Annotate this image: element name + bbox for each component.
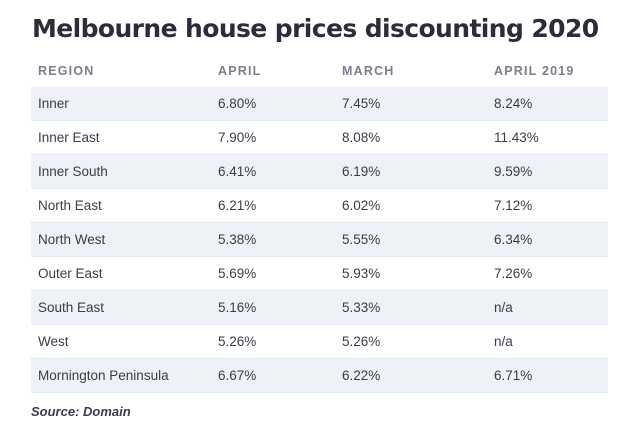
march-cell: 5.55% <box>342 222 494 257</box>
table-row: South East 5.16% 5.33% n/a <box>31 290 608 325</box>
april-2019-cell: 6.71% <box>494 358 608 393</box>
april-cell: 5.16% <box>218 290 342 325</box>
table-row: North West 5.38% 5.55% 6.34% <box>31 222 608 257</box>
april-cell: 5.38% <box>218 222 342 257</box>
table-row: North East 6.21% 6.02% 7.12% <box>31 188 608 223</box>
march-cell: 6.02% <box>342 188 494 223</box>
region-cell: Inner South <box>31 154 218 189</box>
table-row: Outer East 5.69% 5.93% 7.26% <box>31 256 608 291</box>
april-2019-cell: n/a <box>494 290 608 325</box>
table-header-row: REGION APRIL MARCH APRIL 2019 <box>31 55 608 87</box>
table-body: Inner 6.80% 7.45% 8.24% Inner East 7.90% 8.08%… <box>31 87 608 393</box>
march-cell: 6.22% <box>342 358 494 393</box>
header-region: REGION <box>38 64 95 78</box>
prices-table: REGION APRIL MARCH APRIL 2019 Inner 6.80%… <box>31 55 608 393</box>
march-cell: 5.26% <box>342 324 494 359</box>
header-march: MARCH <box>342 64 395 78</box>
march-cell: 5.93% <box>342 256 494 291</box>
april-cell: 6.80% <box>218 87 342 121</box>
april-2019-cell: 6.34% <box>494 222 608 257</box>
table-row: Inner East 7.90% 8.08% 11.43% <box>31 120 608 155</box>
region-cell: Mornington Peninsula <box>31 358 218 393</box>
header-april: APRIL <box>218 64 262 78</box>
header-april-2019: APRIL 2019 <box>494 64 575 78</box>
april-cell: 6.41% <box>218 154 342 189</box>
page-title: Melbourne house prices discounting 2020 <box>32 14 599 43</box>
table-row: Mornington Peninsula 6.67% 6.22% 6.71% <box>31 358 608 393</box>
region-cell: South East <box>31 290 218 325</box>
april-2019-cell: 7.12% <box>494 188 608 223</box>
april-cell: 5.26% <box>218 324 342 359</box>
region-cell: North East <box>31 188 218 223</box>
april-cell: 5.69% <box>218 256 342 291</box>
april-2019-cell: 7.26% <box>494 256 608 291</box>
region-cell: Outer East <box>31 256 218 291</box>
april-2019-cell: 8.24% <box>494 87 608 121</box>
region-cell: Inner East <box>31 120 218 155</box>
march-cell: 8.08% <box>342 120 494 155</box>
march-cell: 6.19% <box>342 154 494 189</box>
april-2019-cell: 9.59% <box>494 154 608 189</box>
april-cell: 6.21% <box>218 188 342 223</box>
region-cell: Inner <box>31 87 218 121</box>
march-cell: 7.45% <box>342 87 494 121</box>
region-cell: North West <box>31 222 218 257</box>
april-2019-cell: n/a <box>494 324 608 359</box>
source-note: Source: Domain <box>31 404 131 419</box>
region-cell: West <box>31 324 218 359</box>
april-2019-cell: 11.43% <box>494 120 608 155</box>
table-row: West 5.26% 5.26% n/a <box>31 324 608 359</box>
table-row: Inner South 6.41% 6.19% 9.59% <box>31 154 608 189</box>
april-cell: 7.90% <box>218 120 342 155</box>
march-cell: 5.33% <box>342 290 494 325</box>
table-row: Inner 6.80% 7.45% 8.24% <box>31 87 608 121</box>
april-cell: 6.67% <box>218 358 342 393</box>
